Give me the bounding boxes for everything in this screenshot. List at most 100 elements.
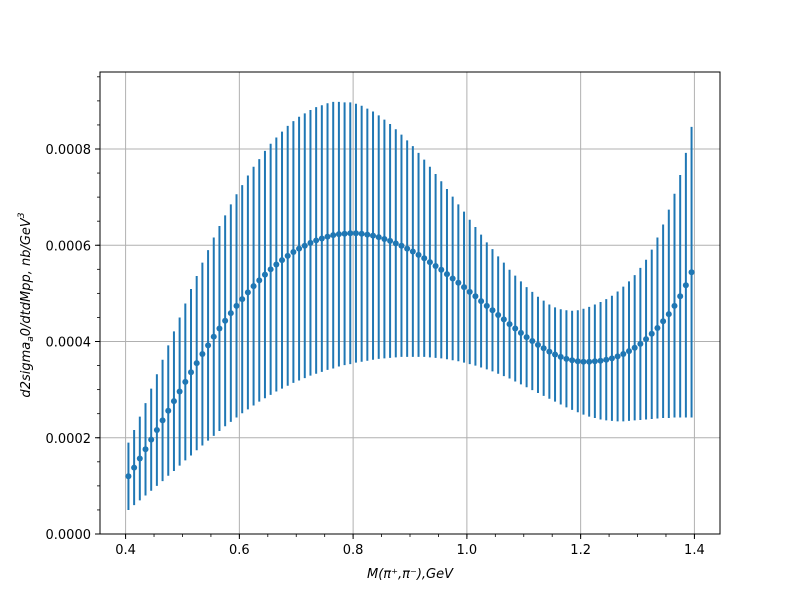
data-point: [574, 358, 581, 365]
data-point: [580, 358, 587, 365]
data-point: [506, 321, 513, 328]
y-axis-label-middle: 0/dtdMpp, nb/GeV: [19, 217, 34, 336]
data-point: [620, 351, 627, 358]
data-point: [409, 248, 416, 255]
data-point: [603, 356, 610, 363]
data-point: [307, 239, 314, 246]
data-point: [170, 398, 177, 405]
y-axis-label-superscript: 3: [17, 212, 27, 218]
data-point: [239, 296, 246, 303]
data-point: [159, 417, 166, 424]
x-tick-label: 1.0: [457, 543, 478, 558]
data-point: [324, 233, 331, 240]
data-point: [415, 251, 422, 258]
data-point: [165, 407, 172, 414]
data-point: [398, 242, 405, 249]
x-axis-ticks: 0.4 0.6 0.8 1.0 1.2 1.4: [115, 534, 705, 558]
data-point: [569, 357, 576, 364]
data-point: [495, 312, 502, 319]
x-tick-label: 1.4: [684, 543, 705, 558]
data-point: [250, 283, 257, 290]
y-axis-label: d2sigmaa0/dtdMpp, nb/GeV3: [17, 212, 36, 397]
data-point: [665, 311, 672, 318]
data-point: [352, 230, 359, 237]
data-point: [188, 369, 195, 376]
data-point: [182, 378, 189, 385]
data-point: [233, 302, 240, 309]
data-point: [256, 277, 263, 284]
y-tick-label: 0.0008: [46, 143, 92, 158]
data-point: [443, 271, 450, 278]
data-point: [341, 230, 348, 237]
data-point: [216, 325, 223, 332]
data-point: [529, 338, 536, 345]
data-point: [489, 307, 496, 314]
data-point: [455, 279, 462, 286]
data-point: [591, 358, 598, 365]
data-point: [313, 237, 320, 244]
data-point: [534, 341, 541, 348]
data-point: [193, 360, 200, 367]
data-point: [671, 302, 678, 309]
y-tick-label: 0.0000: [46, 528, 92, 543]
data-point: [358, 230, 365, 237]
data-point: [153, 427, 160, 434]
data-point: [199, 351, 206, 358]
x-axis-label: M(π⁺,π⁻),GeV: [367, 567, 454, 582]
data-point: [335, 231, 342, 238]
data-point: [552, 351, 559, 358]
data-point: [273, 261, 280, 268]
data-point: [330, 232, 337, 239]
data-point: [608, 355, 615, 362]
data-point: [131, 464, 138, 471]
y-axis-label-main: d2sigma: [19, 342, 34, 398]
y-axis-ticks: 0.0000 0.0002 0.0004 0.0006 0.0008: [46, 76, 100, 543]
data-point: [625, 348, 632, 355]
data-point: [227, 310, 234, 317]
data-point: [375, 234, 382, 241]
data-point: [540, 345, 547, 352]
plot-frame: [99, 71, 721, 535]
data-point: [449, 275, 456, 282]
data-point: [404, 245, 411, 252]
data-point: [523, 334, 530, 341]
data-point: [466, 288, 473, 295]
x-tick-label: 0.4: [115, 543, 136, 558]
data-point: [261, 271, 268, 278]
data-point: [370, 232, 377, 239]
data-point: [648, 330, 655, 337]
data-point: [546, 348, 553, 355]
data-point: [654, 325, 661, 332]
data-point: [205, 342, 212, 349]
data-point: [637, 340, 644, 347]
data-point: [392, 240, 399, 247]
data-point: [500, 316, 507, 323]
data-point: [290, 248, 297, 255]
data-point: [284, 252, 291, 259]
data-point: [176, 388, 183, 395]
data-point: [142, 446, 149, 453]
grid: [100, 72, 720, 535]
data-point: [148, 436, 155, 443]
data-point: [318, 235, 325, 242]
data-point: [347, 230, 354, 237]
x-tick-label: 0.6: [229, 543, 250, 558]
data-point: [296, 245, 303, 252]
data-point: [660, 318, 667, 325]
data-point: [461, 284, 468, 291]
data-point: [279, 257, 286, 264]
data-point: [426, 259, 433, 266]
data-point: [210, 333, 217, 340]
y-tick-label: 0.0002: [46, 432, 92, 447]
data-point: [597, 357, 604, 364]
data-point: [267, 266, 274, 273]
data-point: [438, 266, 445, 273]
y-tick-label: 0.0004: [46, 336, 92, 351]
data-point: [631, 344, 638, 351]
data-point: [682, 282, 689, 289]
x-tick-label: 0.8: [343, 543, 364, 558]
data-point: [472, 293, 479, 300]
data-point: [125, 473, 132, 480]
data-point: [301, 242, 308, 249]
